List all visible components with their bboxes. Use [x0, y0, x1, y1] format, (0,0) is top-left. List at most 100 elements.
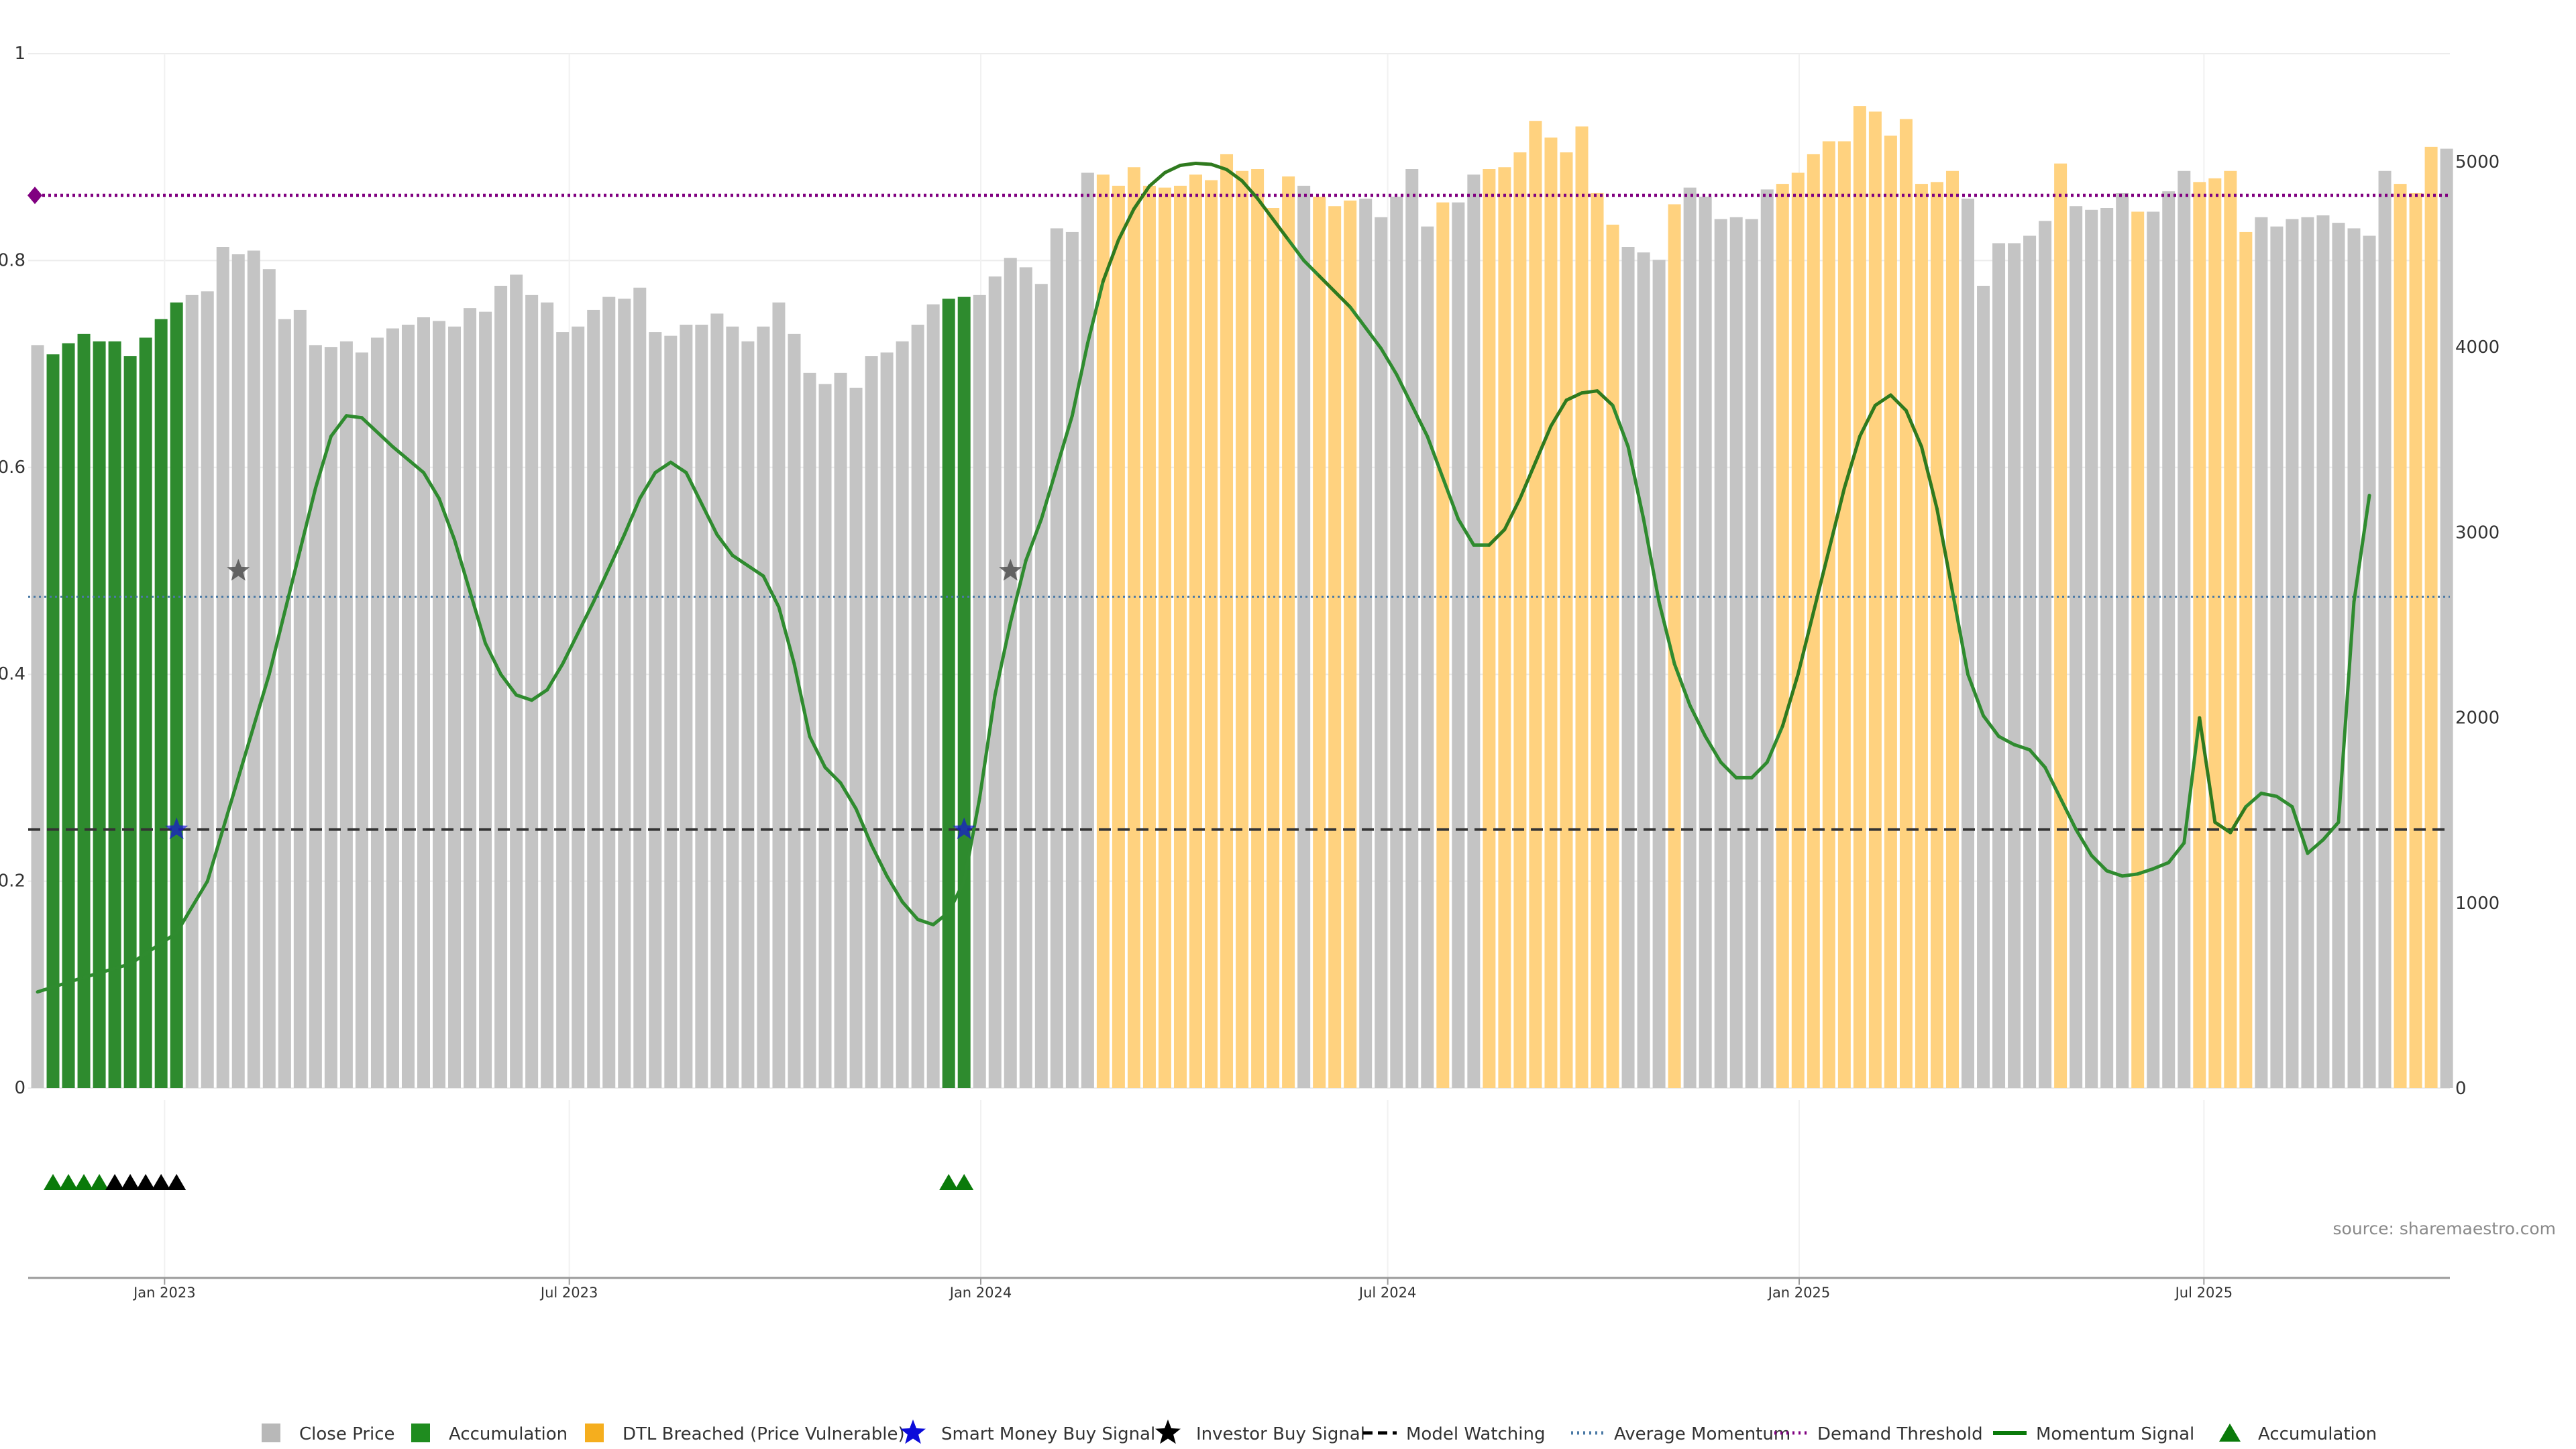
momentum-segment: [1966, 672, 1986, 718]
momentum-segment: [344, 414, 364, 420]
momentum-segment: [1101, 238, 1120, 283]
momentum-segment: [530, 688, 549, 702]
close-price-bar: [2162, 191, 2176, 1088]
legend-star-icon: [1155, 1419, 1181, 1444]
legend-label: Smart Money Buy Signal: [941, 1424, 1155, 1444]
dtl-breached-bar: [1096, 174, 1110, 1088]
dtl-breached-bar: [1251, 169, 1265, 1088]
momentum-segment: [1796, 610, 1815, 676]
dtl-breached-bar: [1807, 154, 1820, 1088]
momentum-segment: [2090, 853, 2109, 873]
left-axis-tick: 0.8: [0, 250, 25, 270]
momentum-segment: [2105, 869, 2125, 878]
dtl-breached-bar: [1483, 169, 1496, 1088]
close-price-bar: [649, 332, 662, 1088]
close-price-bar: [1050, 228, 1063, 1089]
accumulation-bar: [154, 319, 168, 1089]
accumulation-triangle: [167, 1174, 186, 1190]
momentum-segment: [1271, 217, 1291, 242]
left-axis-tick: 1: [14, 44, 25, 64]
close-price-bar: [1019, 267, 1032, 1088]
close-price-bar: [1004, 258, 1017, 1088]
dtl-breached-bar: [2193, 182, 2206, 1089]
momentum-segment: [1919, 445, 1939, 511]
momentum-segment: [1888, 393, 1908, 413]
close-price-bar: [772, 302, 786, 1089]
close-price-bar: [988, 276, 1002, 1089]
momentum-segment: [2229, 805, 2248, 835]
close-price-bar: [479, 311, 492, 1088]
momentum-segment: [236, 672, 271, 780]
close-price-bar: [2332, 223, 2345, 1089]
momentum-segment: [2259, 792, 2279, 798]
close-price-bar: [216, 247, 229, 1089]
close-price-bar: [2023, 235, 2037, 1088]
close-price-bar: [880, 352, 894, 1088]
accumulation-triangle: [90, 1174, 109, 1190]
dtl-breached-bar: [1668, 204, 1681, 1088]
momentum-segment: [916, 918, 935, 926]
momentum-segment: [1750, 760, 1769, 780]
dtl-breached-bar: [1575, 126, 1589, 1088]
close-price-bar: [849, 387, 863, 1089]
close-price-bar: [2100, 208, 2114, 1089]
close-price-bar: [2085, 209, 2098, 1089]
momentum-segment: [1580, 389, 1599, 395]
close-price-bar: [973, 294, 986, 1089]
legend: Close Price Accumulation DTL Breached (Pri…: [262, 1419, 2377, 1444]
momentum-segment: [669, 460, 688, 475]
accumulation-triangle: [955, 1174, 974, 1190]
momentum-segment: [298, 486, 317, 552]
left-axis-tick: 0.2: [0, 871, 25, 892]
dtl-breached-bar: [1328, 206, 1342, 1089]
momentum-segment: [468, 590, 488, 645]
legend-label: Accumulation: [2258, 1424, 2377, 1444]
dtl-breached-bar: [1142, 185, 1156, 1089]
accumulation-bar: [957, 297, 971, 1089]
legend-label: Momentum Signal: [2036, 1424, 2194, 1444]
close-price-bar: [201, 291, 214, 1089]
momentum-segment: [1549, 398, 1568, 428]
legend-item: Momentum Signal: [1993, 1424, 2194, 1444]
x-axis-tick: Jan 2023: [132, 1285, 196, 1301]
legend-label: Model Watching: [1406, 1424, 1545, 1444]
close-price-bar: [525, 294, 539, 1089]
legend-label: Average Momentum: [1614, 1424, 1790, 1444]
momentum-segment: [515, 693, 534, 702]
close-price-bar: [324, 347, 337, 1088]
momentum-segment: [1503, 496, 1522, 531]
momentum-segment: [422, 471, 441, 500]
left-axis-tick: 0.4: [0, 664, 25, 684]
momentum-segment: [900, 900, 920, 922]
close-price-bar: [510, 274, 523, 1089]
momentum-segment: [329, 414, 348, 439]
momentum-segment: [1039, 466, 1059, 521]
close-price-bar: [1390, 197, 1403, 1088]
momentum-segment: [962, 796, 981, 883]
close-price-bar: [370, 337, 384, 1088]
close-price-bar: [185, 294, 199, 1089]
close-price-bar: [1683, 187, 1697, 1088]
momentum-segment: [453, 538, 472, 594]
momentum-segment: [1287, 238, 1306, 262]
close-price-bar: [2270, 226, 2284, 1089]
close-price-bar: [2147, 211, 2160, 1088]
dtl-breached-bar: [2208, 178, 2222, 1089]
accumulation-triangle: [105, 1174, 125, 1190]
momentum-segment: [1642, 517, 1661, 604]
x-axis-tick: Jan 2024: [949, 1285, 1012, 1301]
momentum-segment: [484, 641, 503, 676]
legend-item: Model Watching: [1363, 1424, 1545, 1444]
momentum-segment: [1688, 703, 1707, 739]
close-price-bar: [355, 352, 368, 1088]
momentum-segment: [2059, 796, 2078, 831]
momentum-segment: [1904, 409, 1923, 449]
dtl-breached-bar: [1791, 172, 1805, 1088]
close-price-bar: [278, 319, 291, 1089]
close-price-bar: [2347, 228, 2361, 1089]
close-price-bar: [2440, 148, 2453, 1088]
momentum-segment: [638, 471, 657, 500]
momentum-segment: [545, 662, 565, 692]
momentum-segment: [2028, 748, 2047, 769]
